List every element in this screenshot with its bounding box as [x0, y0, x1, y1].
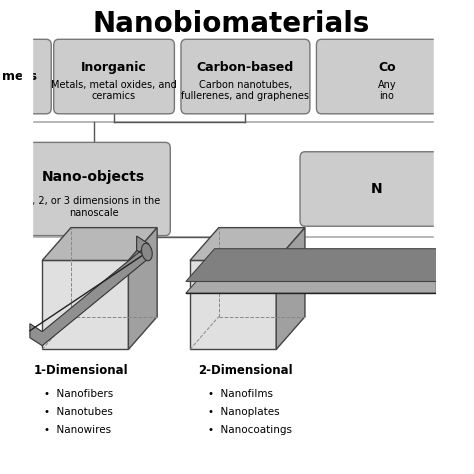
Text: Any
ino: Any ino: [378, 80, 396, 101]
Ellipse shape: [142, 243, 152, 261]
Polygon shape: [190, 260, 276, 349]
FancyBboxPatch shape: [300, 152, 454, 226]
Polygon shape: [128, 228, 157, 349]
Text: Nanobiomaterials: Nanobiomaterials: [92, 10, 370, 38]
Polygon shape: [437, 249, 465, 293]
Text: 1-Dimensional: 1-Dimensional: [34, 364, 128, 377]
Bar: [434, 3, 474, 471]
Polygon shape: [190, 228, 305, 260]
Text: 1, 2, or 3 dimensions in the
nanoscale: 1, 2, or 3 dimensions in the nanoscale: [27, 196, 161, 218]
FancyBboxPatch shape: [317, 39, 458, 114]
Text: •  Nanofilms: • Nanofilms: [209, 389, 273, 399]
Text: •  Nanowires: • Nanowires: [44, 425, 111, 435]
Text: Carbon-based: Carbon-based: [197, 61, 294, 73]
Text: Metals, metal oxides, and
ceramics: Metals, metal oxides, and ceramics: [51, 80, 177, 101]
Text: 2-Dimensional: 2-Dimensional: [198, 364, 293, 377]
Text: Co: Co: [378, 61, 396, 73]
FancyBboxPatch shape: [54, 39, 174, 114]
Text: •  Nanotubes: • Nanotubes: [44, 407, 113, 417]
Text: Inorganic: Inorganic: [81, 61, 147, 73]
Bar: [22, 3, 32, 471]
Text: •  Nanoplates: • Nanoplates: [209, 407, 280, 417]
Polygon shape: [276, 228, 305, 349]
Polygon shape: [42, 228, 157, 260]
Polygon shape: [30, 236, 149, 346]
Text: Carbon nanotubes,
fullerenes, and graphenes: Carbon nanotubes, fullerenes, and graphe…: [182, 80, 310, 101]
FancyBboxPatch shape: [181, 39, 310, 114]
FancyBboxPatch shape: [0, 39, 51, 114]
Text: Nano-objects: Nano-objects: [42, 170, 145, 184]
Polygon shape: [186, 249, 465, 282]
Text: •  Nanofibers: • Nanofibers: [44, 389, 113, 399]
Polygon shape: [42, 260, 128, 349]
Polygon shape: [186, 260, 465, 293]
Text: •  Nanocoatings: • Nanocoatings: [209, 425, 292, 435]
FancyBboxPatch shape: [17, 142, 170, 236]
Text: mers: mers: [2, 70, 37, 83]
Text: N: N: [371, 182, 383, 196]
